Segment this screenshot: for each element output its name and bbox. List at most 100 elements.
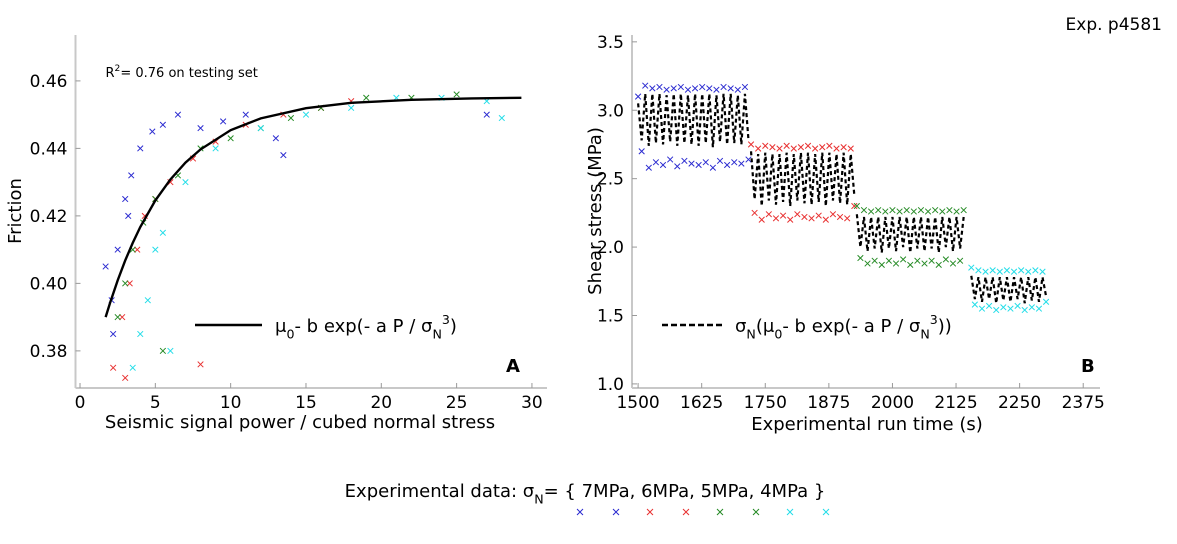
data-point: [125, 212, 132, 220]
text-part: (: [756, 316, 763, 337]
data-point: [853, 202, 860, 210]
data-point: [745, 156, 752, 163]
data-point: [829, 211, 837, 218]
data-point: [1003, 267, 1011, 274]
data-point: [114, 246, 121, 253]
data-point: [723, 161, 731, 169]
data-point: [882, 208, 889, 215]
data-point: [819, 144, 826, 151]
data-point: [953, 208, 960, 215]
x-tick-label: 2000: [871, 393, 914, 413]
data-point: [102, 263, 109, 270]
data-point: [137, 145, 144, 152]
panel-label: A: [506, 356, 520, 377]
legend-marker: [822, 508, 830, 516]
data-point: [797, 144, 805, 151]
data-point: [747, 141, 755, 148]
data-point: [924, 208, 932, 215]
data-point: [860, 206, 868, 214]
legend-marker: [682, 508, 690, 516]
text-part: N: [746, 326, 755, 341]
data-point: [152, 246, 159, 253]
data-point: [932, 206, 939, 214]
data-point: [122, 280, 129, 287]
data-point: [779, 212, 787, 219]
data-point: [122, 195, 129, 203]
data-point: [713, 86, 720, 93]
data-point: [144, 297, 151, 304]
data-point: [219, 118, 227, 125]
data-point: [272, 135, 280, 142]
text-part: μ: [763, 316, 775, 337]
data-point: [129, 364, 136, 371]
y-tick-label: 0.40: [30, 274, 68, 294]
data-point: [935, 261, 942, 269]
data-point: [677, 83, 684, 91]
text-part: ): [450, 316, 457, 337]
x-tick-label: 1625: [680, 393, 723, 413]
data-point: [212, 145, 219, 152]
data-point: [1028, 304, 1035, 311]
data-point: [1010, 268, 1018, 275]
text-part: ): [938, 316, 945, 337]
y-axis-label: Shear stress (MPa): [585, 127, 606, 295]
data-point: [731, 159, 738, 166]
fit-line: [749, 151, 856, 207]
data-point: [910, 208, 917, 215]
data-point: [126, 280, 133, 287]
fit-line: [855, 214, 965, 253]
text-part: ): [945, 316, 952, 337]
data-point: [889, 206, 896, 214]
data-point: [772, 215, 780, 222]
data-point: [822, 216, 829, 223]
data-point: [197, 361, 204, 368]
y-tick-label: 0.42: [30, 207, 68, 227]
data-point: [242, 111, 249, 118]
data-point: [702, 159, 709, 166]
x-tick-label: 2375: [1062, 393, 1105, 413]
experiment-tag: Exp. p4581: [1066, 15, 1162, 35]
data-point: [978, 305, 986, 312]
data-point: [921, 260, 928, 267]
data-point: [836, 213, 844, 221]
data-point: [1042, 298, 1050, 305]
data-point: [840, 144, 847, 151]
data-point: [1000, 304, 1007, 311]
data-point: [287, 114, 295, 122]
data-point: [826, 142, 833, 149]
text-part: σ: [735, 316, 746, 337]
data-point: [787, 216, 794, 223]
data-point: [769, 144, 776, 151]
data-point: [939, 208, 946, 215]
data-point: [649, 85, 656, 92]
data-point: [137, 330, 144, 338]
data-point: [942, 256, 950, 263]
text-part: = { 7MPa, 6MPa, 5MPa, 4MPa }: [544, 481, 826, 502]
text-part: R: [106, 66, 115, 81]
data-point: [996, 268, 1003, 275]
data-point: [1021, 306, 1028, 314]
panel-label: B: [1081, 356, 1095, 377]
text-part: N: [432, 326, 441, 341]
data-point: [642, 82, 649, 89]
y-tick-label: 2.5: [597, 170, 624, 190]
data-point: [709, 164, 717, 171]
data-point: [971, 301, 979, 308]
data-point: [885, 257, 893, 264]
x-tick-label: 1750: [744, 393, 787, 413]
text-part: N: [920, 326, 929, 341]
data-point: [149, 128, 156, 135]
data-point: [776, 145, 783, 152]
legend-marker: [612, 508, 620, 516]
data-point: [928, 257, 935, 264]
data-point: [656, 83, 663, 91]
x-tick-label: 0: [75, 393, 86, 413]
data-point: [844, 215, 851, 222]
data-point: [1035, 305, 1043, 312]
data-point: [1007, 305, 1014, 312]
data-point: [110, 330, 117, 338]
text-part: 3: [442, 312, 450, 327]
data-point: [659, 161, 667, 169]
y-tick-label: 1.0: [597, 375, 624, 395]
legend-label: μ0- b exp(- a P / σN3): [275, 312, 457, 341]
